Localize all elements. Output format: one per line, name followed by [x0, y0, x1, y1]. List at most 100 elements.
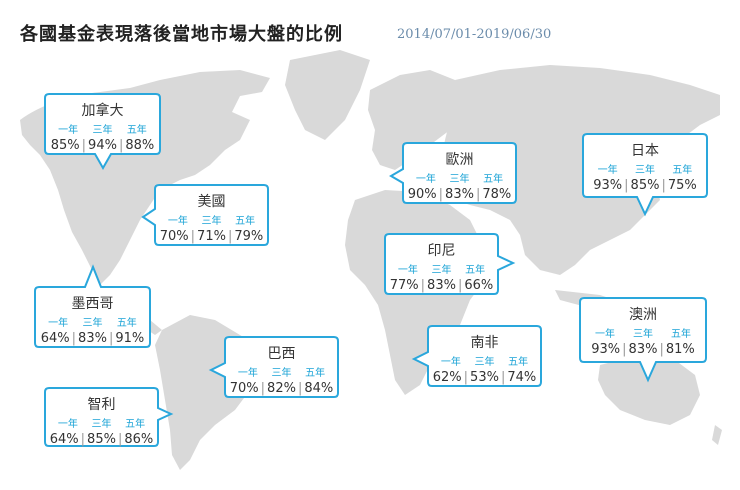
value-3y: 85%	[630, 178, 660, 193]
period-label: 一年	[48, 318, 69, 329]
value-3y: 85%	[87, 432, 116, 447]
separator: |	[457, 278, 463, 293]
country-name: 巴西	[267, 346, 296, 362]
country-name: 歐洲	[445, 152, 474, 168]
period-label: 五年	[305, 368, 326, 379]
period-label: 一年	[167, 216, 188, 227]
value-3y: 83%	[78, 331, 107, 346]
callout-frame	[384, 233, 516, 295]
value-1y: 93%	[591, 342, 621, 357]
separator: |	[118, 138, 124, 153]
value-1y: 77%	[389, 278, 419, 293]
callout-chile: 智利 一年 三年 五年 64% | 85% | 86%	[44, 387, 174, 447]
separator: |	[463, 370, 469, 385]
period-label: 五年	[508, 357, 529, 368]
header: 各國基金表現落後當地市場大盤的比例 2014/07/01-2019/06/30	[20, 20, 720, 50]
value-5y: 75%	[667, 178, 697, 193]
callout-usa: 美國 一年 三年 五年 70% | 71% | 79%	[141, 184, 269, 246]
separator: |	[622, 342, 627, 357]
callout-japan: 日本 一年 三年 五年 93% | 85% | 75%	[582, 133, 708, 217]
period-label: 五年	[465, 265, 486, 276]
value-5y: 74%	[507, 370, 537, 385]
separator: |	[624, 178, 629, 193]
value-3y: 53%	[470, 370, 499, 385]
period-label: 三年	[201, 216, 222, 227]
callout-australia: 澳洲 一年 三年 五年 93% | 83% | 81%	[579, 297, 707, 383]
period-label: 一年	[57, 419, 78, 430]
callout-brazil: 巴西 一年 三年 五年 70% | 82% | 84%	[208, 336, 339, 398]
value-3y: 83%	[427, 278, 456, 293]
period-label: 五年	[125, 419, 146, 430]
callout-south-africa: 南非 一年 三年 五年 62% | 53% | 74%	[411, 325, 542, 387]
period-label: 三年	[92, 125, 113, 136]
value-5y: 84%	[304, 381, 334, 396]
period-label: 五年	[483, 174, 504, 185]
callout-indonesia: 印尼 一年 三年 五年 77% | 83% | 66%	[384, 233, 516, 295]
page-title: 各國基金表現落後當地市場大盤的比例	[20, 24, 343, 45]
callout-frame	[411, 325, 542, 387]
value-5y: 79%	[234, 229, 264, 244]
period-label: 五年	[235, 216, 256, 227]
period-label: 三年	[633, 329, 653, 340]
country-name: 美國	[197, 194, 226, 210]
date-range: 2014/07/01-2019/06/30	[397, 27, 552, 42]
period-label: 五年	[116, 318, 137, 329]
period-label: 一年	[237, 368, 258, 379]
value-3y: 71%	[197, 229, 226, 244]
callout-frame	[44, 93, 161, 171]
value-1y: 90%	[407, 187, 437, 202]
separator: |	[117, 432, 123, 447]
value-5y: 86%	[124, 432, 154, 447]
value-5y: 91%	[115, 331, 145, 346]
period-label: 一年	[397, 265, 418, 276]
australia-landmass	[598, 355, 700, 425]
separator: |	[420, 278, 426, 293]
value-1y: 70%	[229, 381, 259, 396]
separator: |	[108, 331, 114, 346]
callout-frame	[582, 133, 708, 217]
period-label: 五年	[672, 165, 693, 176]
period-label: 一年	[595, 329, 615, 340]
separator: |	[80, 432, 86, 447]
separator: |	[500, 370, 506, 385]
separator: |	[475, 187, 481, 202]
callout-frame	[44, 387, 174, 447]
value-3y: 83%	[445, 187, 474, 202]
period-label: 三年	[449, 174, 470, 185]
period-label: 五年	[671, 329, 691, 340]
period-label: 三年	[271, 368, 292, 379]
separator: |	[438, 187, 444, 202]
value-1y: 64%	[40, 331, 70, 346]
callout-frame	[208, 336, 339, 398]
period-label: 一年	[440, 357, 461, 368]
separator: |	[71, 331, 77, 346]
value-5y: 88%	[125, 138, 155, 153]
callout-frame	[389, 142, 517, 204]
period-label: 三年	[82, 318, 103, 329]
period-label: 三年	[431, 265, 452, 276]
value-3y: 83%	[628, 342, 658, 357]
country-name: 日本	[631, 143, 659, 159]
separator: |	[659, 342, 664, 357]
country-name: 墨西哥	[71, 296, 114, 312]
separator: |	[190, 229, 196, 244]
separator: |	[81, 138, 87, 153]
callout-canada: 加拿大 一年 三年 五年 85% | 94% | 88%	[44, 93, 161, 171]
country-name: 智利	[87, 397, 116, 413]
new-zealand-landmass	[712, 425, 722, 445]
separator: |	[297, 381, 303, 396]
separator: |	[227, 229, 233, 244]
callout-europe: 歐洲 一年 三年 五年 90% | 83% | 78%	[389, 142, 517, 204]
europe-landmass	[368, 70, 470, 170]
callout-frame	[141, 184, 269, 246]
value-5y: 78%	[482, 187, 512, 202]
period-label: 三年	[91, 419, 112, 430]
separator: |	[260, 381, 266, 396]
value-1y: 64%	[49, 432, 79, 447]
separator: |	[661, 178, 666, 193]
value-1y: 62%	[432, 370, 462, 385]
period-label: 五年	[126, 125, 147, 136]
period-label: 三年	[474, 357, 495, 368]
callout-frame	[579, 297, 707, 383]
period-label: 一年	[415, 174, 436, 185]
